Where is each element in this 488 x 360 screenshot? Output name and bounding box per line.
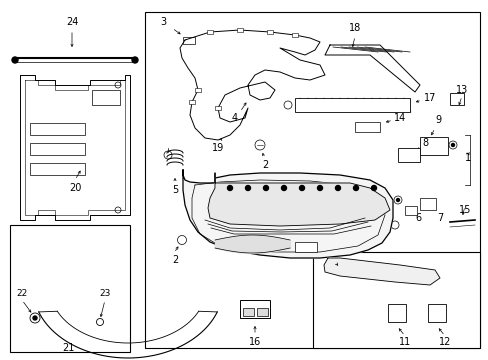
Text: 22: 22 [16, 288, 27, 297]
Circle shape [299, 185, 304, 190]
Bar [206, 30, 213, 34]
Circle shape [263, 185, 268, 190]
Circle shape [450, 144, 453, 147]
Text: 2: 2 [262, 160, 267, 170]
Bar [10, 225, 130, 352]
Circle shape [245, 185, 250, 190]
Bar [92, 90, 120, 105]
Polygon shape [183, 170, 392, 258]
Bar [312, 252, 479, 348]
Text: 7: 7 [436, 213, 442, 223]
Circle shape [396, 198, 399, 202]
Polygon shape [324, 258, 439, 285]
Circle shape [335, 185, 340, 190]
Bar [266, 30, 272, 34]
Bar [354, 122, 379, 132]
Bar [419, 198, 435, 210]
Text: 20: 20 [69, 183, 81, 193]
Bar [30, 123, 85, 135]
Bar [397, 148, 419, 162]
Bar [291, 33, 297, 37]
Bar [195, 88, 201, 92]
Bar [30, 143, 85, 155]
Text: 15: 15 [458, 205, 470, 215]
Bar [183, 37, 195, 44]
Circle shape [281, 185, 286, 190]
Text: 11: 11 [398, 337, 410, 347]
Bar [419, 137, 447, 155]
Circle shape [227, 185, 232, 190]
Circle shape [33, 316, 37, 320]
Bar [387, 304, 405, 322]
Bar [294, 98, 409, 112]
Text: 23: 23 [99, 288, 110, 297]
Bar [237, 28, 243, 32]
Bar [215, 106, 221, 110]
Text: 3: 3 [160, 17, 166, 27]
Circle shape [132, 57, 138, 63]
Bar [294, 242, 316, 252]
Text: 14: 14 [393, 113, 406, 123]
Bar [257, 308, 267, 316]
Text: 1: 1 [464, 153, 470, 163]
Text: 2: 2 [171, 255, 178, 265]
Bar [189, 100, 195, 104]
Bar [404, 206, 416, 215]
Bar [145, 12, 479, 348]
Text: 12: 12 [438, 337, 450, 347]
Circle shape [317, 185, 322, 190]
Text: 17: 17 [423, 93, 435, 103]
Bar [243, 308, 253, 316]
Text: 16: 16 [248, 337, 261, 347]
Text: 19: 19 [211, 143, 224, 153]
Circle shape [353, 185, 358, 190]
Circle shape [371, 185, 376, 190]
Bar [449, 93, 463, 105]
Circle shape [12, 57, 18, 63]
Text: 6: 6 [414, 213, 420, 223]
Text: 18: 18 [348, 23, 360, 33]
Bar [240, 300, 269, 318]
Text: 10: 10 [328, 263, 341, 273]
Text: 13: 13 [455, 85, 467, 95]
Text: 4: 4 [231, 113, 238, 123]
Bar [427, 304, 445, 322]
Polygon shape [207, 173, 389, 226]
Text: 5: 5 [171, 185, 178, 195]
Bar [30, 163, 85, 175]
Text: 24: 24 [66, 17, 78, 27]
Text: 21: 21 [61, 343, 74, 353]
Text: 9: 9 [434, 115, 440, 125]
Text: 8: 8 [421, 138, 427, 148]
